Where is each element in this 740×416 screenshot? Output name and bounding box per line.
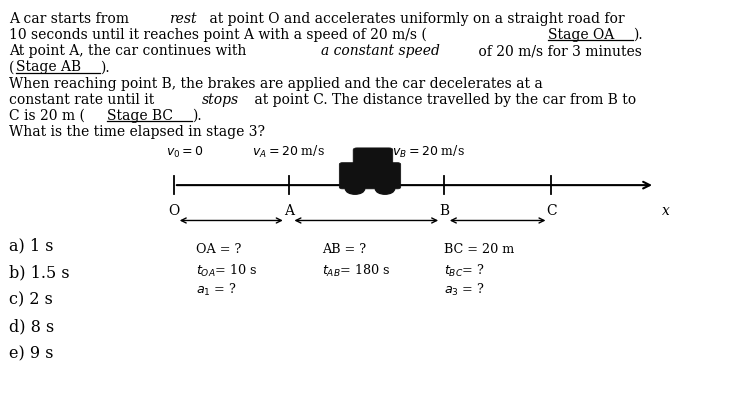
Circle shape [375, 183, 394, 194]
Text: A car starts from: A car starts from [9, 12, 133, 26]
Text: d) 8 s: d) 8 s [9, 318, 54, 335]
Text: C: C [546, 204, 556, 218]
Text: stops: stops [202, 93, 239, 107]
Text: at point O and accelerates uniformly on a straight road for: at point O and accelerates uniformly on … [205, 12, 625, 26]
Circle shape [346, 183, 365, 194]
Text: ).: ). [100, 60, 110, 74]
Text: ).: ). [633, 28, 643, 42]
Text: x: x [662, 204, 670, 218]
FancyBboxPatch shape [353, 148, 393, 168]
Text: rest: rest [169, 12, 197, 26]
Text: (: ( [9, 60, 14, 74]
Text: OA = ?: OA = ? [196, 243, 241, 256]
Text: B: B [439, 204, 449, 218]
Text: of 20 m/s for 3 minutes: of 20 m/s for 3 minutes [474, 44, 642, 58]
Text: BC = 20 m: BC = 20 m [444, 243, 514, 256]
Text: Stage BC: Stage BC [107, 109, 172, 123]
Text: $t_{OA}$= 10 s: $t_{OA}$= 10 s [196, 263, 258, 279]
Text: AB = ?: AB = ? [322, 243, 366, 256]
Text: When reaching point B, the brakes are applied and the car decelerates at a: When reaching point B, the brakes are ap… [9, 77, 542, 91]
Text: What is the time elapsed in stage 3?: What is the time elapsed in stage 3? [9, 125, 265, 139]
Text: constant rate until it: constant rate until it [9, 93, 158, 107]
Text: b) 1.5 s: b) 1.5 s [9, 264, 70, 281]
Text: Stage OA: Stage OA [548, 28, 614, 42]
Text: ).: ). [192, 109, 201, 123]
Text: c) 2 s: c) 2 s [9, 291, 53, 308]
Text: $v_0 = 0$: $v_0 = 0$ [166, 145, 204, 160]
Text: $t_{BC}$= ?: $t_{BC}$= ? [444, 263, 485, 279]
Text: C is 20 m (: C is 20 m ( [9, 109, 85, 123]
Text: $a_1$ = ?: $a_1$ = ? [196, 282, 237, 298]
Text: e) 9 s: e) 9 s [9, 345, 53, 362]
Text: A: A [283, 204, 294, 218]
Text: a) 1 s: a) 1 s [9, 237, 53, 254]
Text: At point A, the car continues with: At point A, the car continues with [9, 44, 251, 58]
Text: $a_3$ = ?: $a_3$ = ? [444, 282, 485, 298]
Text: Stage AB: Stage AB [16, 60, 81, 74]
Text: $t_{AB}$= 180 s: $t_{AB}$= 180 s [322, 263, 391, 279]
FancyBboxPatch shape [340, 163, 401, 189]
Text: O: O [168, 204, 180, 218]
Text: $v_A = 20$ m/s: $v_A = 20$ m/s [252, 144, 324, 160]
Text: at point C. The distance travelled by the car from B to: at point C. The distance travelled by th… [250, 93, 636, 107]
Text: 10 seconds until it reaches point A with a speed of 20 m/s (: 10 seconds until it reaches point A with… [9, 28, 427, 42]
Text: a constant speed: a constant speed [321, 44, 440, 58]
Text: $v_B = 20$ m/s: $v_B = 20$ m/s [392, 144, 465, 160]
